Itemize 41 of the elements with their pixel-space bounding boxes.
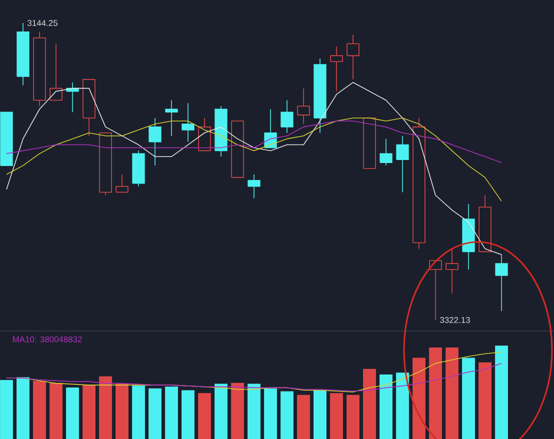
bar	[148, 388, 162, 439]
bar	[396, 372, 409, 439]
bar	[264, 388, 277, 439]
bar	[198, 393, 211, 439]
candlestick	[50, 43, 62, 101]
bar	[380, 374, 392, 439]
candlestick	[346, 34, 360, 80]
candlestick	[380, 138, 392, 166]
bar	[280, 391, 294, 439]
bar	[16, 377, 30, 439]
candlestick	[330, 46, 343, 92]
annotation: 3144.25	[28, 20, 58, 26]
annotation: 3322.13	[440, 317, 470, 323]
candlestick	[33, 32, 46, 107]
bar	[330, 393, 343, 439]
candlestick	[248, 174, 260, 199]
candlestick	[99, 132, 112, 196]
candlestick	[116, 174, 128, 193]
candlestick	[396, 135, 409, 193]
candlestick	[82, 79, 96, 136]
candlestick	[198, 118, 211, 152]
bar	[446, 348, 458, 439]
bar	[314, 390, 326, 439]
bar	[429, 348, 442, 439]
candlestick	[182, 102, 194, 142]
bar	[0, 380, 13, 439]
text: MA10: 380048832	[12, 336, 82, 342]
bar	[182, 390, 194, 439]
candlestick	[412, 118, 426, 250]
bar	[66, 387, 79, 439]
candlestick	[297, 88, 310, 124]
candlestick	[495, 254, 508, 312]
bar	[132, 386, 145, 439]
candlestick	[478, 194, 492, 252]
bar	[99, 376, 112, 439]
candlestick	[446, 248, 458, 294]
candlestick	[280, 100, 294, 134]
candlestick	[148, 118, 162, 166]
candlestick	[165, 100, 178, 136]
bar	[165, 386, 178, 439]
bar	[478, 362, 492, 439]
